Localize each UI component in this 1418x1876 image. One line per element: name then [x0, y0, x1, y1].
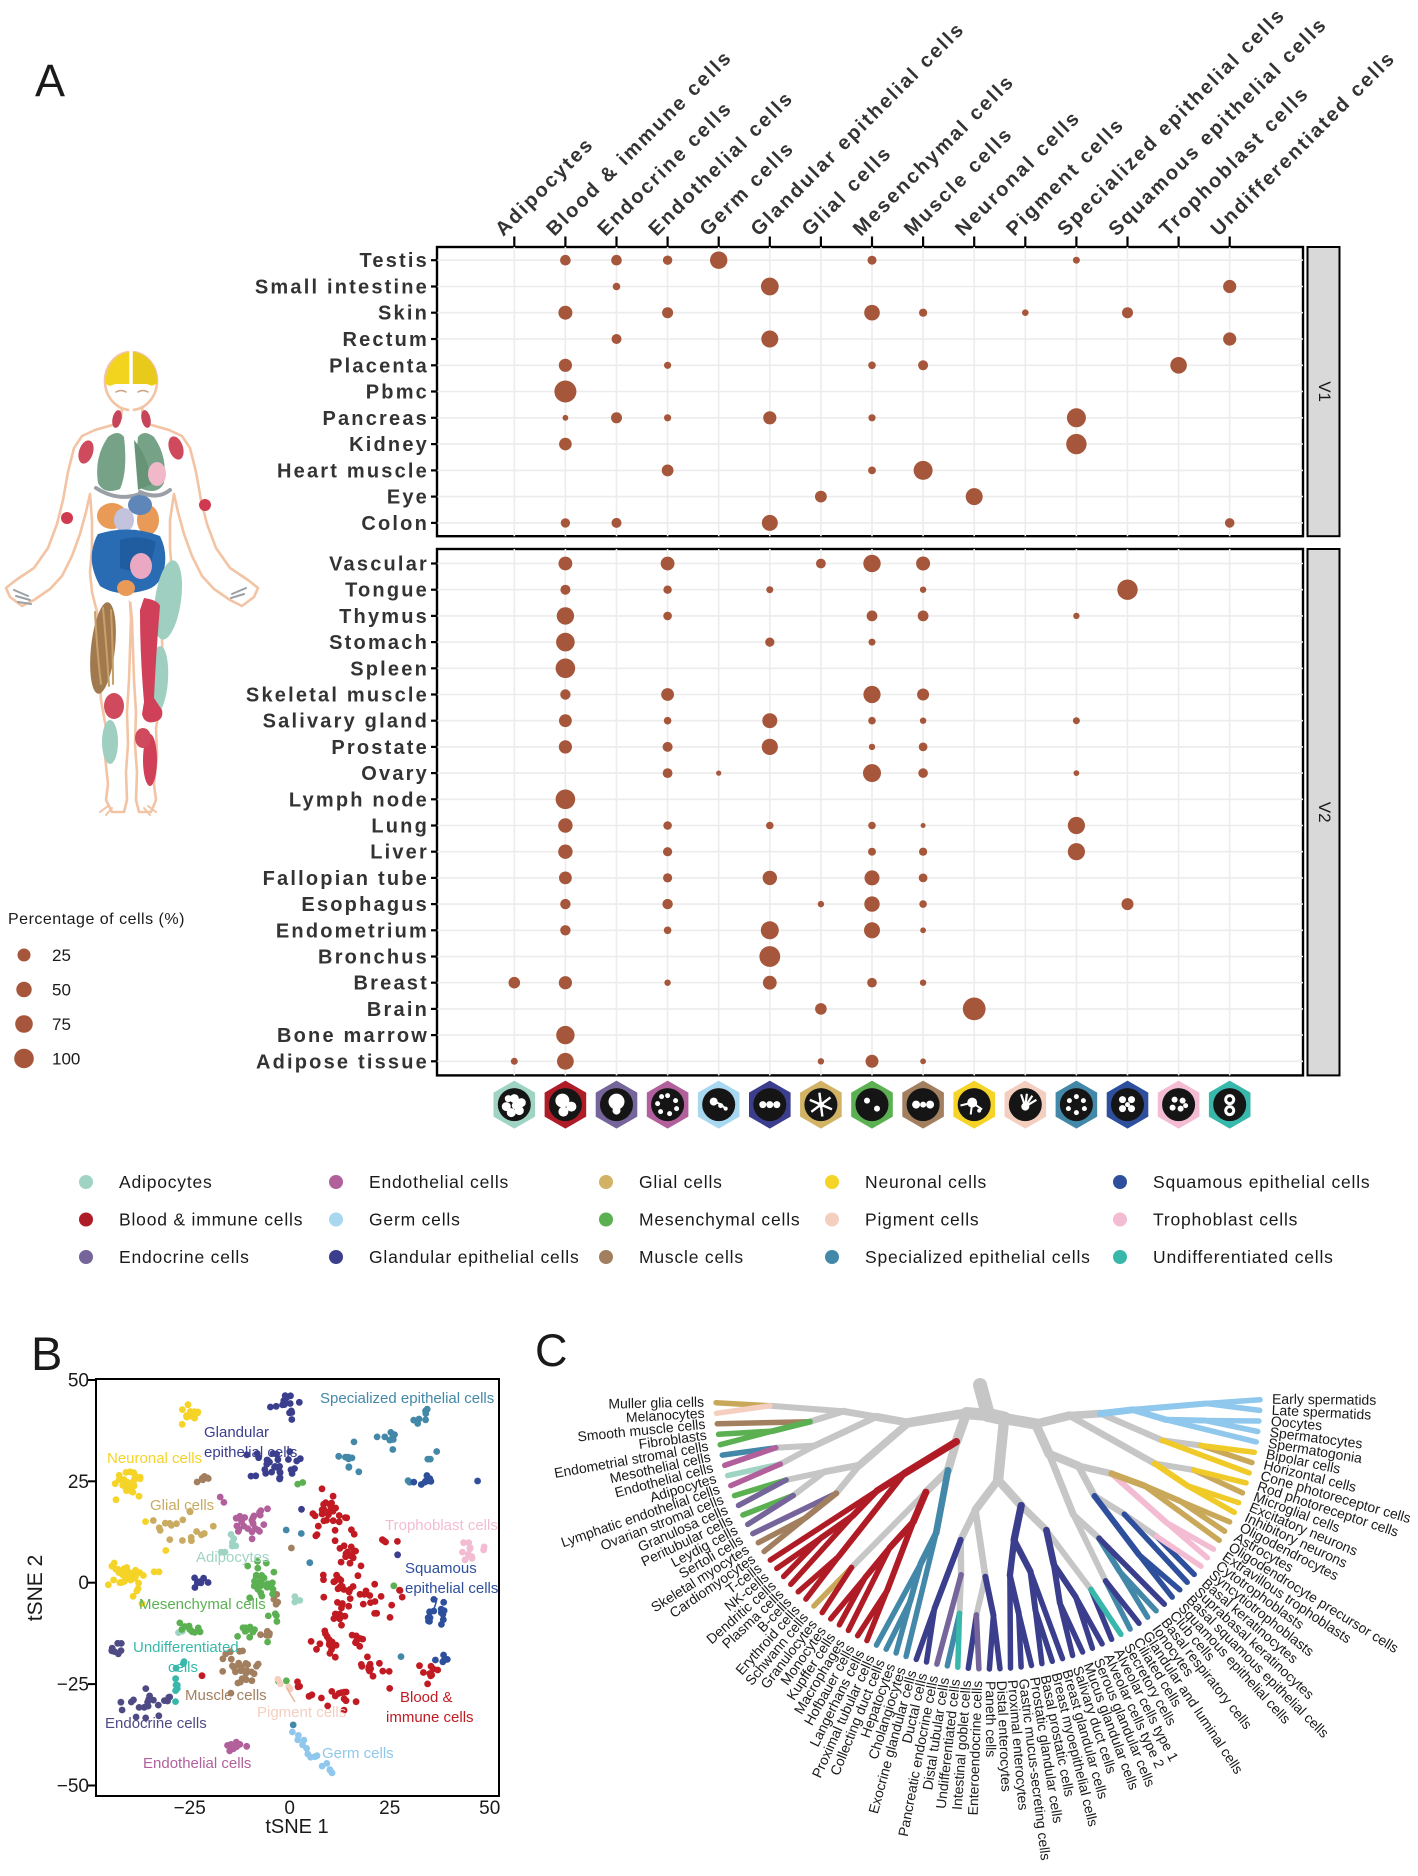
- svg-text:Adipocytes: Adipocytes: [119, 1172, 213, 1192]
- svg-text:Vascular: Vascular: [329, 554, 429, 576]
- svg-text:V1: V1: [1315, 381, 1334, 402]
- svg-text:Mesenchymal cells: Mesenchymal cells: [139, 1596, 266, 1613]
- svg-text:Colon: Colon: [361, 513, 429, 535]
- svg-text:Glial cells: Glial cells: [150, 1497, 214, 1514]
- svg-text:25: 25: [379, 1798, 400, 1819]
- svg-text:Percentage of cells (%): Percentage of cells (%): [8, 911, 185, 928]
- svg-text:25: 25: [68, 1472, 89, 1493]
- svg-text:Muller glia cells: Muller glia cells: [608, 1394, 704, 1412]
- svg-text:Small intestine: Small intestine: [255, 277, 429, 299]
- svg-text:tSNE 2: tSNE 2: [24, 1555, 47, 1622]
- svg-text:Brain: Brain: [367, 999, 429, 1021]
- svg-text:Paneth cells: Paneth cells: [983, 1681, 999, 1757]
- svg-text:cells: cells: [168, 1659, 198, 1676]
- svg-text:Bone marrow: Bone marrow: [277, 1025, 429, 1047]
- svg-text:Endothelial cells: Endothelial cells: [143, 1755, 251, 1772]
- svg-text:Pancreas: Pancreas: [322, 408, 429, 430]
- svg-text:Muscle cells: Muscle cells: [185, 1687, 267, 1704]
- svg-text:epithelial cells: epithelial cells: [405, 1580, 498, 1597]
- svg-text:Bronchus: Bronchus: [318, 947, 429, 969]
- svg-text:Undifferentiated: Undifferentiated: [133, 1639, 239, 1656]
- svg-text:50: 50: [68, 1371, 89, 1392]
- svg-text:75: 75: [52, 1015, 71, 1034]
- svg-text:Squamous epithelial cells: Squamous epithelial cells: [1153, 1172, 1370, 1192]
- svg-text:V2: V2: [1315, 802, 1334, 823]
- svg-text:Enteroendocrine cells: Enteroendocrine cells: [965, 1680, 985, 1815]
- svg-text:Adipose tissue: Adipose tissue: [256, 1051, 429, 1073]
- svg-text:Specialized epithelial cells: Specialized epithelial cells: [320, 1390, 494, 1407]
- svg-text:50: 50: [52, 981, 71, 1000]
- svg-text:epithelial cells: epithelial cells: [204, 1444, 297, 1461]
- svg-text:Neuronal cells: Neuronal cells: [865, 1172, 987, 1192]
- svg-text:25: 25: [52, 946, 71, 965]
- svg-text:−25: −25: [174, 1798, 206, 1819]
- svg-text:Squamous: Squamous: [405, 1560, 477, 1577]
- svg-text:Glandular: Glandular: [204, 1424, 269, 1441]
- svg-text:Esophagus: Esophagus: [301, 894, 429, 916]
- svg-text:Adipocytes: Adipocytes: [196, 1549, 269, 1566]
- svg-text:Pbmc: Pbmc: [366, 382, 429, 404]
- svg-text:Skeletal muscle: Skeletal muscle: [246, 685, 429, 707]
- svg-text:Lymph node: Lymph node: [289, 789, 429, 811]
- svg-text:0: 0: [78, 1573, 89, 1594]
- svg-text:Blood &: Blood &: [400, 1689, 453, 1706]
- svg-text:Ovary: Ovary: [361, 763, 429, 785]
- svg-text:Tongue: Tongue: [345, 580, 429, 602]
- svg-text:Rectum: Rectum: [342, 329, 429, 351]
- svg-text:Breast: Breast: [354, 973, 429, 995]
- svg-text:Spleen: Spleen: [350, 658, 429, 680]
- svg-text:Endothelial cells: Endothelial cells: [369, 1172, 509, 1192]
- svg-text:Lung: Lung: [371, 816, 429, 838]
- svg-text:Kidney: Kidney: [349, 434, 429, 456]
- svg-text:Late spermatids: Late spermatids: [1271, 1402, 1371, 1423]
- svg-text:Liver: Liver: [370, 842, 429, 864]
- svg-text:Endometrium: Endometrium: [276, 920, 429, 942]
- svg-text:Fallopian tube: Fallopian tube: [263, 868, 429, 890]
- svg-text:−50: −50: [57, 1776, 89, 1797]
- svg-text:0: 0: [284, 1798, 295, 1819]
- svg-text:Prostate: Prostate: [331, 737, 429, 759]
- svg-text:Endocrine cells: Endocrine cells: [105, 1715, 207, 1732]
- svg-text:50: 50: [479, 1798, 500, 1819]
- svg-text:Specialized epithelial cells: Specialized epithelial cells: [865, 1247, 1091, 1267]
- svg-text:A: A: [35, 55, 65, 106]
- svg-text:Early spermatids: Early spermatids: [1272, 1391, 1376, 1408]
- svg-text:Pigment cells: Pigment cells: [257, 1704, 346, 1721]
- svg-text:Distal enterocytes: Distal enterocytes: [994, 1680, 1015, 1792]
- svg-text:100: 100: [52, 1050, 80, 1069]
- svg-text:Trophoblast cells: Trophoblast cells: [385, 1517, 498, 1534]
- svg-text:Thymus: Thymus: [339, 606, 429, 628]
- svg-text:Skin: Skin: [378, 303, 429, 325]
- svg-text:Germ cells: Germ cells: [322, 1745, 394, 1762]
- svg-text:Muscle cells: Muscle cells: [639, 1247, 744, 1267]
- svg-text:Endocrine cells: Endocrine cells: [119, 1247, 250, 1267]
- svg-text:Undifferentiated cells: Undifferentiated cells: [1153, 1247, 1334, 1267]
- svg-text:Salivary gland: Salivary gland: [263, 711, 429, 733]
- svg-text:Pigment cells: Pigment cells: [865, 1210, 979, 1230]
- svg-text:Glandular epithelial cells: Glandular epithelial cells: [369, 1247, 580, 1267]
- svg-text:Melanocytes: Melanocytes: [625, 1405, 704, 1426]
- svg-text:Neuronal cells: Neuronal cells: [107, 1450, 202, 1467]
- svg-text:Germ cells: Germ cells: [369, 1210, 461, 1230]
- svg-text:Mesenchymal cells: Mesenchymal cells: [639, 1210, 800, 1230]
- svg-text:Trophoblast cells: Trophoblast cells: [1153, 1210, 1298, 1230]
- svg-text:Glial cells: Glial cells: [639, 1172, 723, 1192]
- svg-text:Stomach: Stomach: [329, 632, 429, 654]
- svg-text:−25: −25: [57, 1675, 89, 1696]
- svg-text:Oocytes: Oocytes: [1270, 1413, 1323, 1434]
- svg-text:Placenta: Placenta: [329, 355, 429, 377]
- svg-text:Testis: Testis: [359, 250, 429, 272]
- svg-text:Blood & immune cells: Blood & immune cells: [119, 1210, 303, 1230]
- svg-text:Heart muscle: Heart muscle: [277, 460, 429, 482]
- svg-text:B: B: [31, 1327, 62, 1380]
- svg-text:C: C: [535, 1325, 568, 1376]
- svg-text:tSNE 1: tSNE 1: [265, 1816, 328, 1838]
- svg-text:Eye: Eye: [387, 487, 429, 509]
- svg-text:immune cells: immune cells: [386, 1709, 474, 1726]
